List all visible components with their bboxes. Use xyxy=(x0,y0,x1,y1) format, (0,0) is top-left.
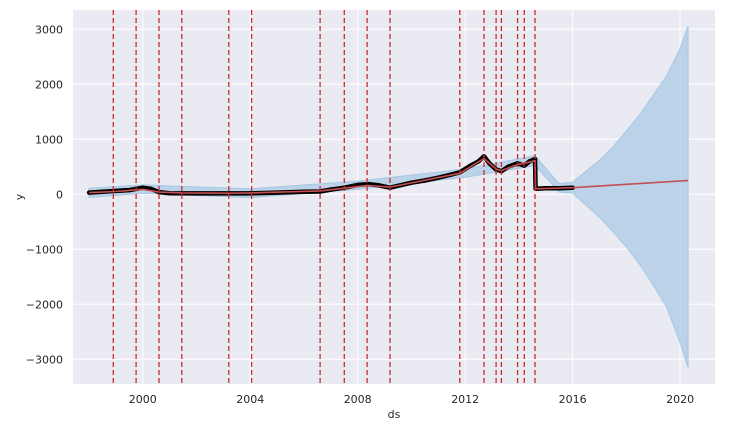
uncertainty-band-layer xyxy=(88,25,689,368)
x-axis-label: ds xyxy=(388,408,401,421)
y-tick-label: −3000 xyxy=(26,353,63,366)
x-tick-label: 2000 xyxy=(129,393,157,406)
x-tick-label: 2020 xyxy=(666,393,694,406)
x-tick-label: 2012 xyxy=(451,393,479,406)
changepoint-lines xyxy=(112,10,536,384)
tick-labels: 2000 2004 2008 2012 2016 2020 3000 2000 1000 0 −10… xyxy=(26,23,694,406)
y-tick-label: 3000 xyxy=(35,23,63,36)
y-tick-label: −1000 xyxy=(26,243,63,256)
y-tick-label: −2000 xyxy=(26,298,63,311)
x-tick-label: 2016 xyxy=(559,393,587,406)
y-tick-label: 0 xyxy=(56,188,63,201)
y-tick-label: 2000 xyxy=(35,78,63,91)
uncertainty-band xyxy=(88,25,689,368)
x-tick-label: 2004 xyxy=(236,393,264,406)
y-tick-label: 1000 xyxy=(35,133,63,146)
x-tick-label: 2008 xyxy=(344,393,372,406)
y-axis-label: y xyxy=(13,193,26,200)
